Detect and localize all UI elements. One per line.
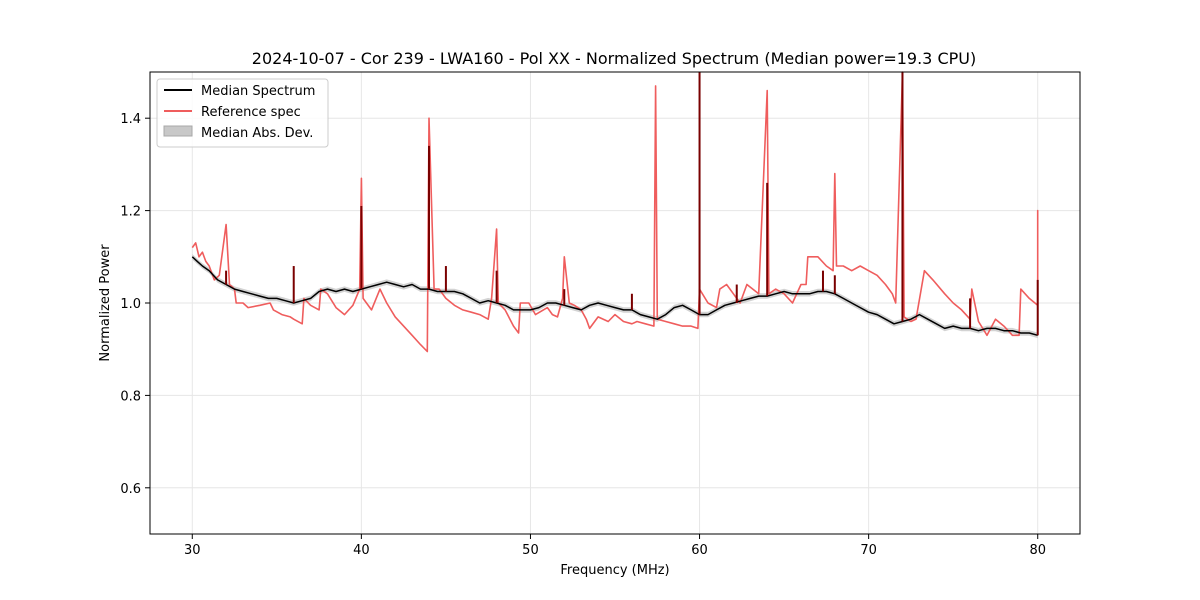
legend-reference-label: Reference spec [201, 105, 301, 120]
x-tick-label: 50 [522, 543, 539, 558]
y-axis-label: Normalized Power [98, 244, 113, 362]
legend-mad-patch-icon [163, 125, 193, 137]
chart-title: 2024-10-07 - Cor 239 - LWA160 - Pol XX -… [252, 49, 976, 68]
series-group [191, 71, 1039, 353]
legend: Median Spectrum Reference spec Median Ab… [156, 78, 329, 148]
reference-spec-line [191, 71, 1039, 353]
y-tick-label: 1.0 [120, 297, 141, 312]
y-tick-label: 1.2 [120, 205, 141, 220]
x-tick-label: 30 [184, 543, 201, 558]
y-tick-label: 0.6 [120, 482, 141, 497]
legend-median-label: Median Spectrum [201, 84, 315, 99]
median-spectrum-line [191, 256, 1038, 337]
x-axis-label: Frequency (MHz) [560, 563, 669, 578]
x-tick-label: 80 [1029, 543, 1046, 558]
y-tick-label: 0.8 [120, 389, 141, 404]
legend-box [156, 78, 329, 148]
grid [150, 72, 1080, 534]
x-tick-label: 60 [691, 543, 708, 558]
legend-mad-label: Median Abs. Dev. [201, 126, 313, 141]
x-tick-label: 40 [353, 543, 370, 558]
x-tick-label: 70 [860, 543, 877, 558]
axis-ticks: 30 40 50 60 70 80 0.6 0.8 1.0 1.2 1.4 [120, 112, 1046, 558]
y-tick-label: 1.4 [120, 112, 141, 127]
